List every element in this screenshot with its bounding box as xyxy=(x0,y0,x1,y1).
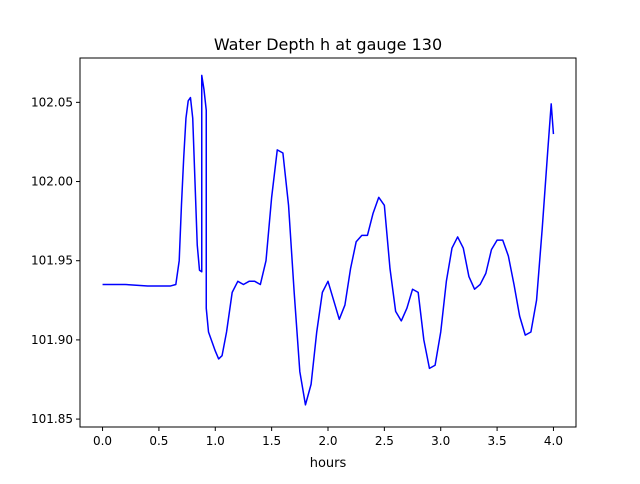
x-tick-label: 2.5 xyxy=(375,434,394,448)
y-tick-label: 101.85 xyxy=(31,412,73,426)
x-tick-label: 0.0 xyxy=(93,434,112,448)
y-tick-label: 101.90 xyxy=(31,333,73,347)
y-axis: 101.85 101.90 101.95 102.00 102.05 xyxy=(31,95,80,426)
chart-title: Water Depth h at gauge 130 xyxy=(214,35,442,54)
series-line-0 xyxy=(102,74,555,406)
x-axis: 0.0 0.5 1.0 1.5 2.0 2.5 3.0 3.5 4.0 xyxy=(93,427,563,448)
y-tick-label: 102.05 xyxy=(31,95,73,109)
x-tick-label: 0.5 xyxy=(149,434,168,448)
x-tick-label: 2.0 xyxy=(318,434,337,448)
plot-content xyxy=(102,74,555,406)
x-tick-label: 3.5 xyxy=(488,434,507,448)
x-tick-label: 4.0 xyxy=(544,434,563,448)
x-tick-label: 1.0 xyxy=(206,434,225,448)
x-axis-label: hours xyxy=(310,456,347,471)
y-tick-label: 101.95 xyxy=(31,254,73,268)
x-tick-label: 1.5 xyxy=(262,434,281,448)
x-tick-label: 3.0 xyxy=(431,434,450,448)
y-tick-label: 102.00 xyxy=(31,175,73,189)
